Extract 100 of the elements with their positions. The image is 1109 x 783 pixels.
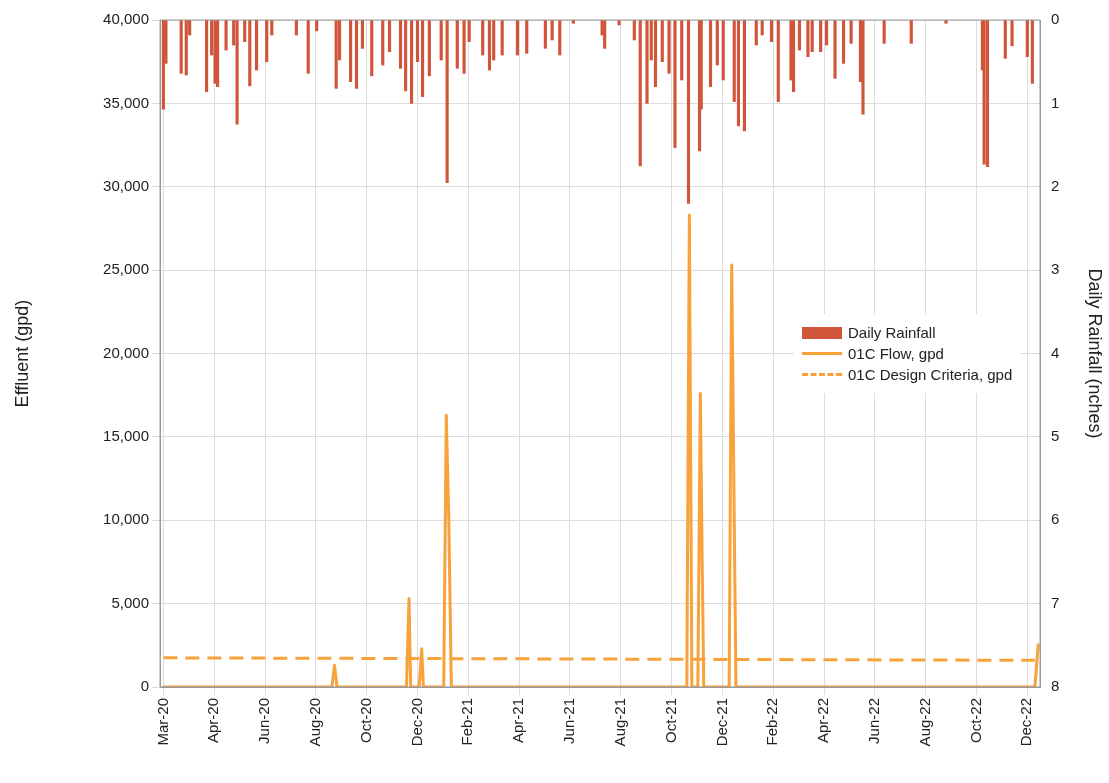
y-tick-label: 15,000 [103,427,149,445]
y-tick-label: 25,000 [103,260,149,278]
bar [467,20,471,43]
y-tick-label: 10,000 [103,510,149,528]
x-tick-label: Jun-20 [255,698,273,744]
bar [427,20,431,77]
x-tick-label: Dec-20 [407,698,425,747]
bar [742,20,746,132]
bar [861,20,865,115]
bar [381,20,385,66]
bar [254,20,259,71]
bar [558,20,562,56]
legend-label: 01C Flow, gpd [848,345,944,362]
bar [1003,20,1007,59]
y-tick-label: 20,000 [103,343,149,361]
x-tick-label: Oct-22 [966,698,984,744]
bar [680,20,684,81]
bar [660,20,664,63]
bar [833,20,837,79]
y2-tick-label: 6 [1051,510,1060,528]
bar [985,20,990,168]
bar [849,20,853,44]
bar [455,20,459,69]
bar [481,20,485,56]
bar [354,20,359,89]
x-tick-label: Dec-21 [712,698,730,747]
bar [686,20,691,204]
bar [754,20,758,46]
y-tick-label: 30,000 [103,176,149,194]
bar [205,20,209,93]
y-tick-label: 5,000 [111,593,149,611]
bar [769,20,774,43]
bar [543,20,547,49]
bar [445,20,449,183]
x-tick-label: Aug-21 [610,698,628,747]
x-tick-label: Jun-22 [864,698,882,744]
bar [638,20,642,167]
bar [982,20,986,165]
bar [348,20,353,83]
x-tick-label: Jun-21 [560,698,578,744]
bar [776,20,780,103]
bar [736,20,741,127]
y2-tick-label: 0 [1051,10,1060,28]
bar [415,20,420,63]
x-tick-label: Aug-20 [305,698,323,747]
bar [653,20,658,88]
bar [360,20,365,49]
x-tick-label: Mar-20 [153,698,171,746]
bar [213,20,217,84]
bar [420,20,425,98]
bar [791,20,796,93]
bar [409,20,414,104]
bar [370,20,374,77]
bar [708,20,713,88]
x-tick-label: Aug-22 [915,698,933,747]
y2-tick-label: 5 [1051,427,1060,445]
bar [515,20,519,56]
bar [306,20,310,74]
bar [824,20,829,46]
y2-tick-label: 4 [1051,343,1060,361]
bar [1030,20,1034,84]
legend-label: 01C Design Criteria, gpd [848,366,1013,383]
bar [184,20,188,76]
bar [387,20,392,53]
bar [243,20,247,43]
bar [235,20,239,125]
bar [1010,20,1014,47]
x-tick-label: Apr-21 [509,698,527,744]
x-tick-label: Feb-22 [763,698,781,746]
bar [667,20,671,74]
bar [224,20,228,51]
bar [944,20,948,24]
y-tick-label: 40,000 [103,10,149,28]
x-tick-label: Apr-22 [814,698,832,744]
bar [404,20,408,92]
bar [909,20,913,44]
bar [398,20,403,69]
bar [806,20,810,58]
bar [248,20,252,87]
bar [487,20,492,71]
bar [439,20,443,61]
bar [797,20,802,51]
y2-tick-label: 8 [1051,677,1060,695]
bar [179,20,183,74]
bar [721,20,725,81]
bar [673,20,677,148]
bar [462,20,466,74]
bar [810,20,814,53]
bar [216,20,220,88]
x-tick-label: Apr-20 [204,698,222,744]
y-tick-label: 0 [140,677,149,695]
bar [500,20,504,56]
bar [645,20,649,104]
y2-tick-label: 7 [1051,593,1060,611]
bar [1025,20,1029,58]
x-tick-label: Dec-22 [1017,698,1035,747]
x-tick-label: Oct-20 [356,698,374,744]
y-tick-label: 35,000 [103,93,149,111]
y-axis-title: Effluent (gpd) [11,299,32,408]
bar [715,20,719,66]
